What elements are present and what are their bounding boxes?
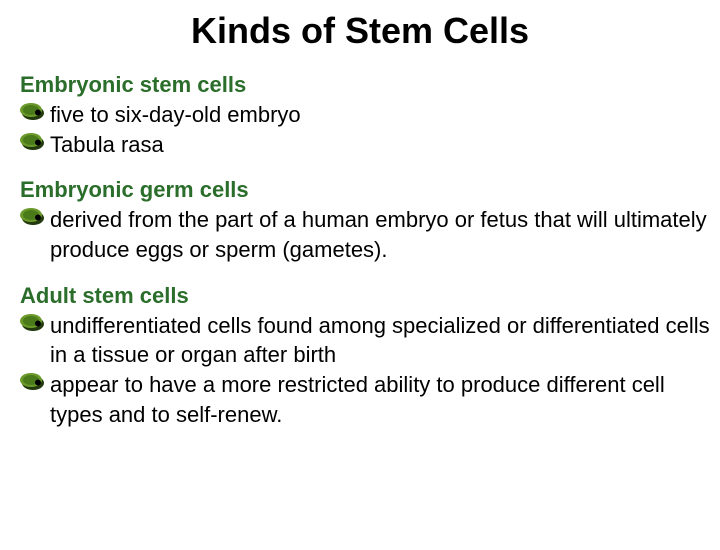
slide-title: Kinds of Stem Cells (0, 10, 720, 52)
section-heading: Embryonic germ cells (20, 177, 710, 203)
bullet-text: derived from the part of a human embryo … (50, 205, 710, 264)
bullet-item: • appear to have a more restricted abili… (20, 370, 710, 429)
slide-content: Embryonic stem cells • five to six-day-o… (0, 72, 720, 430)
bullet-item: • five to six-day-old embryo (20, 100, 710, 130)
bullet-text: Tabula rasa (50, 130, 710, 160)
title-text: Kinds of Stem Cells (191, 10, 529, 51)
bullet-marker: • (20, 130, 50, 156)
section-heading: Embryonic stem cells (20, 72, 710, 98)
bullet-item: • derived from the part of a human embry… (20, 205, 710, 264)
bullet-item: • undifferentiated cells found among spe… (20, 311, 710, 370)
section-embryonic-stem: Embryonic stem cells • five to six-day-o… (20, 72, 710, 159)
bullet-marker: • (20, 205, 50, 231)
bullet-marker: • (20, 100, 50, 126)
section-embryonic-germ: Embryonic germ cells • derived from the … (20, 177, 710, 264)
bullet-text: appear to have a more restricted ability… (50, 370, 710, 429)
bullet-text: five to six-day-old embryo (50, 100, 710, 130)
bullet-item: • Tabula rasa (20, 130, 710, 160)
bullet-text: undifferentiated cells found among speci… (50, 311, 710, 370)
bullet-marker: • (20, 311, 50, 337)
section-adult-stem: Adult stem cells • undifferentiated cell… (20, 283, 710, 430)
bullet-marker: • (20, 370, 50, 396)
section-heading: Adult stem cells (20, 283, 710, 309)
